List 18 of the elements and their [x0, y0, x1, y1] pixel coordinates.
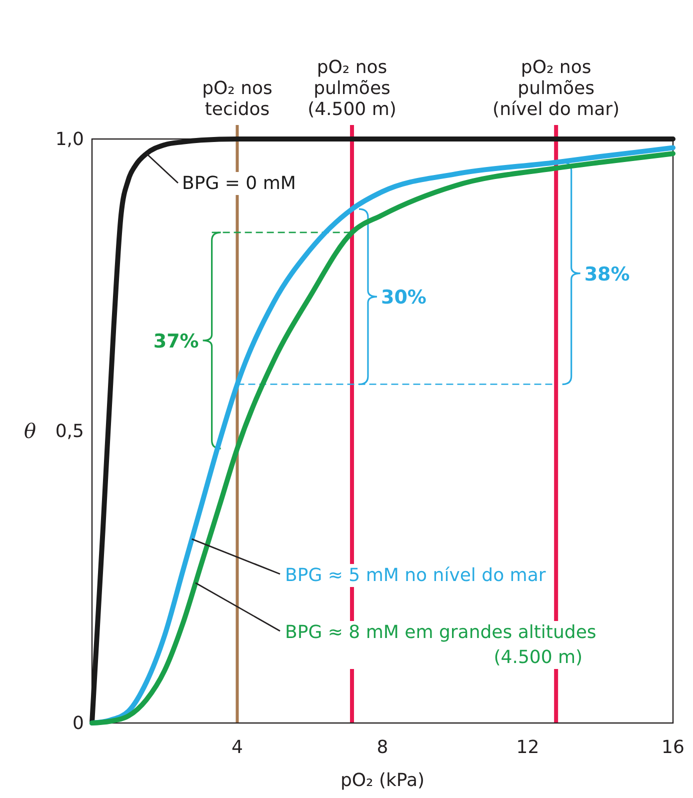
x-axis-title: pO₂ (kPa) — [340, 770, 425, 791]
annotation: 37% — [153, 330, 199, 352]
x-tick-label: 4 — [232, 737, 243, 758]
y-tick-label: 0,5 — [55, 421, 84, 442]
text: BPG ≈ 8 mM em grandes altitudes (4.500 m) — [285, 622, 596, 668]
y-tick-label: 0 — [72, 713, 84, 734]
y-axis-title: θ — [24, 419, 36, 443]
ref-line-label: pO₂ nos tecidos — [202, 78, 272, 120]
annotation: 38% — [584, 263, 630, 286]
text: BPG ≈ 5 mM no nível do mar — [285, 565, 546, 586]
annotation: 30% — [380, 286, 426, 309]
y-tick-label: 1,0 — [55, 129, 84, 150]
x-tick-label: 16 — [662, 737, 684, 758]
ref-line-label: pO₂ nos pulmões (nível do mar) — [492, 57, 620, 120]
x-tick-label: 8 — [376, 737, 388, 758]
series-label: BPG = 0 mM — [182, 173, 296, 194]
x-tick-label: 12 — [516, 737, 540, 758]
ref-line-label: pO₂ nos pulmões (4.500 m) — [308, 57, 396, 120]
